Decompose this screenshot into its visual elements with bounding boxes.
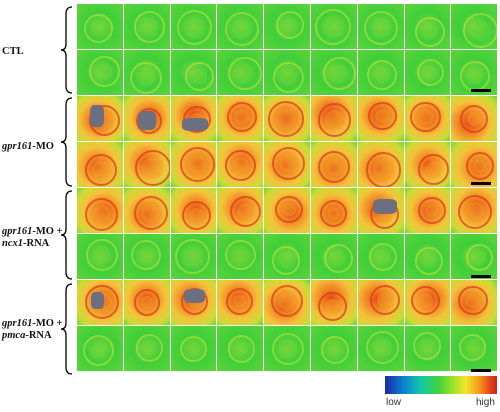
embryo-tile — [451, 96, 498, 141]
embryo-tile — [404, 142, 451, 187]
embryo-tile — [217, 280, 264, 325]
embryo-tile — [310, 188, 357, 233]
embryo-tile — [310, 4, 357, 49]
label-gpr161-mo-pmca-rna: gpr161-MO + pmca-RNA — [2, 318, 63, 341]
brace-ncx1 — [60, 190, 74, 280]
embryo-tile — [170, 234, 217, 279]
embryo-tile — [77, 280, 123, 325]
color-scale-legend — [385, 376, 497, 394]
embryo-tile — [404, 234, 451, 279]
embryo-tile — [217, 50, 264, 95]
embryo-tile — [77, 96, 123, 141]
embryo-tile — [170, 280, 217, 325]
embryo-tile — [217, 4, 264, 49]
embryo-tile — [357, 326, 404, 371]
embryo-tile — [77, 142, 123, 187]
scale-bar-1 — [471, 89, 491, 92]
scale-bar-2 — [471, 182, 491, 185]
embryo-tile — [170, 326, 217, 371]
embryo-tile — [451, 280, 498, 325]
embryo-tile — [310, 96, 357, 141]
embryo-tile — [170, 50, 217, 95]
embryo-tile — [451, 234, 498, 279]
embryo-tile — [404, 188, 451, 233]
brace-gpr161-mo — [60, 97, 74, 187]
tile-grid — [77, 4, 498, 371]
embryo-tile — [264, 4, 310, 49]
embryo-tile — [77, 326, 123, 371]
embryo-tile — [123, 142, 170, 187]
embryo-tile — [264, 280, 310, 325]
embryo-tile — [451, 50, 498, 95]
embryo-tile — [264, 326, 310, 371]
embryo-tile — [451, 326, 498, 371]
embryo-tile — [123, 50, 170, 95]
embryo-tile — [217, 96, 264, 141]
embryo-tile — [170, 188, 217, 233]
embryo-tile — [310, 234, 357, 279]
embryo-tile — [77, 50, 123, 95]
embryo-tile — [357, 4, 404, 49]
embryo-tile — [404, 96, 451, 141]
embryo-tile — [123, 4, 170, 49]
embryo-tile — [404, 50, 451, 95]
embryo-tile — [451, 142, 498, 187]
legend-high-label: high — [476, 397, 495, 408]
embryo-tile — [357, 50, 404, 95]
embryo-tile — [357, 96, 404, 141]
legend-low-label: low — [386, 397, 402, 408]
embryo-tile — [170, 96, 217, 141]
embryo-tile — [264, 234, 310, 279]
embryo-tile — [77, 234, 123, 279]
embryo-tile — [217, 234, 264, 279]
embryo-tile — [123, 96, 170, 141]
scale-bar-4 — [471, 369, 491, 372]
brace-pmca — [60, 283, 74, 375]
embryo-tile — [264, 50, 310, 95]
embryo-tile — [357, 142, 404, 187]
embryo-tile — [310, 326, 357, 371]
embryo-tile — [357, 188, 404, 233]
label-ctl: CTL — [2, 46, 24, 57]
embryo-tile — [217, 188, 264, 233]
embryo-tile — [123, 234, 170, 279]
embryo-tile — [264, 188, 310, 233]
embryo-tile — [310, 280, 357, 325]
embryo-tile — [264, 96, 310, 141]
embryo-tile — [404, 326, 451, 371]
embryo-tile — [404, 4, 451, 49]
scale-bar-3 — [471, 275, 491, 278]
embryo-tile — [404, 280, 451, 325]
embryo-tile — [217, 142, 264, 187]
embryo-tile — [77, 188, 123, 233]
label-gpr161-mo: gpr161-MO — [2, 141, 54, 152]
embryo-tile — [123, 188, 170, 233]
embryo-tile — [217, 326, 264, 371]
embryo-tile — [123, 280, 170, 325]
embryo-tile — [451, 4, 498, 49]
embryo-tile — [170, 4, 217, 49]
embryo-tile — [310, 50, 357, 95]
embryo-tile — [357, 234, 404, 279]
embryo-tile — [357, 280, 404, 325]
label-gpr161-mo-ncx1-rna: gpr161-MO + ncx1-RNA — [2, 226, 63, 249]
brace-ctl — [60, 6, 74, 94]
embryo-tile — [170, 142, 217, 187]
embryo-tile — [451, 188, 498, 233]
embryo-tile — [123, 326, 170, 371]
embryo-tile — [264, 142, 310, 187]
embryo-tile — [77, 4, 123, 49]
embryo-tile — [310, 142, 357, 187]
